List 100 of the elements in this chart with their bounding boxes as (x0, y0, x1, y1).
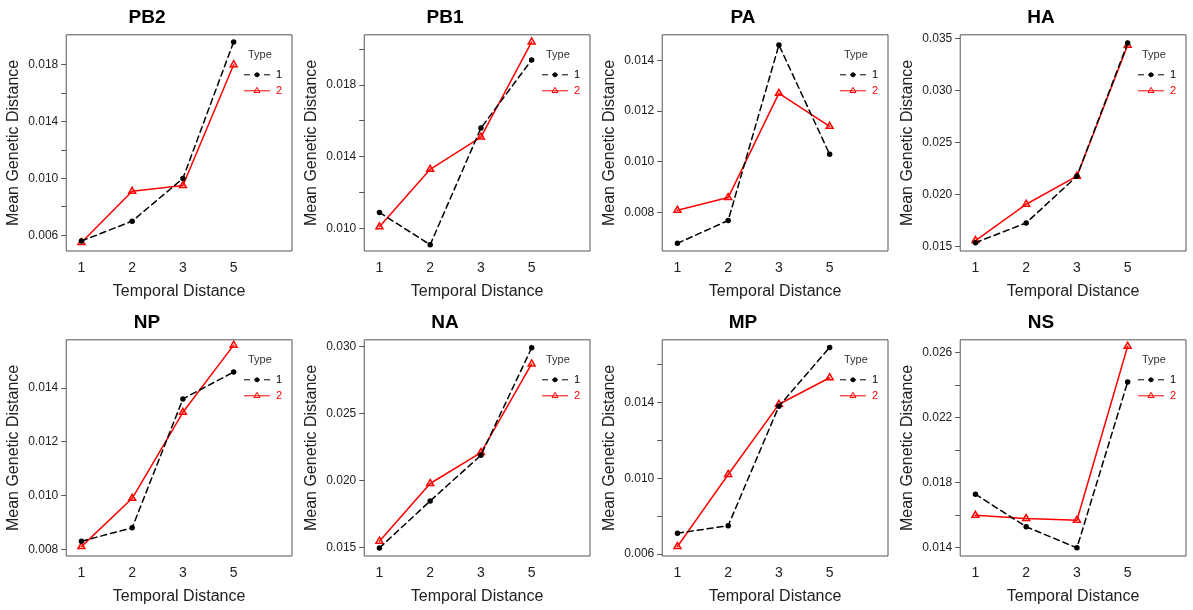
legend-label: 1 (872, 67, 879, 80)
x-tick-label: 3 (775, 259, 784, 276)
x-tick-label: 5 (825, 259, 834, 276)
y-tick-label: 0.008 (624, 205, 655, 220)
y-tick-label: 0.018 (326, 77, 357, 92)
y-tick-label: 0.008 (28, 541, 59, 556)
y-axis-title: Mean Genetic Distance (898, 364, 916, 532)
legend-title: Type (844, 352, 868, 365)
x-axis-title: Temporal Distance (1006, 586, 1140, 604)
chart-title: MP (728, 310, 758, 332)
chart-title: NA (431, 310, 459, 332)
y-tick-label: 0.006 (28, 227, 59, 242)
y-tick-label: 0.014 (624, 394, 655, 409)
y-tick-label: 0.020 (326, 473, 357, 488)
y-tick-label: 0.030 (326, 338, 357, 353)
legend-label: 2 (872, 83, 879, 96)
legend-title: Type (248, 47, 272, 60)
legend-label: 2 (574, 388, 581, 401)
legend-label: 2 (276, 388, 283, 401)
y-tick-label: 0.020 (922, 187, 953, 202)
x-tick-label: 2 (426, 564, 435, 581)
x-axis-title: Temporal Distance (1006, 281, 1140, 299)
y-tick-label: 0.010 (326, 220, 357, 235)
x-tick-label: 1 (971, 564, 980, 581)
x-tick-label: 3 (179, 259, 188, 276)
chart-title: PA (730, 5, 756, 27)
x-tick-label: 3 (1073, 564, 1082, 581)
legend-title: Type (248, 352, 272, 365)
legend-label: 1 (276, 372, 283, 385)
legend-label: 2 (276, 83, 283, 96)
x-axis-title: Temporal Distance (708, 281, 842, 299)
y-tick-label: 0.010 (28, 170, 59, 185)
x-axis-title: Temporal Distance (708, 586, 842, 604)
x-axis-title: Temporal Distance (112, 586, 246, 604)
y-axis-title: Mean Genetic Distance (4, 59, 22, 227)
y-axis-title: Mean Genetic Distance (302, 59, 320, 227)
x-tick-label: 1 (971, 259, 980, 276)
x-tick-label: 1 (375, 564, 384, 581)
legend-label: 1 (1170, 372, 1177, 385)
y-tick-label: 0.014 (326, 149, 357, 164)
y-tick-label: 0.010 (624, 470, 655, 485)
legend-title: Type (1142, 47, 1166, 60)
x-tick-label: 1 (673, 259, 682, 276)
legend-title: Type (546, 352, 570, 365)
y-tick-label: 0.010 (28, 487, 59, 502)
y-tick-label: 0.030 (922, 83, 953, 98)
y-tick-label: 0.014 (28, 380, 59, 395)
legend-label: 1 (276, 67, 283, 80)
legend-label: 1 (574, 67, 581, 80)
x-axis-title: Temporal Distance (112, 281, 246, 299)
x-tick-label: 5 (527, 259, 536, 276)
legend-label: 2 (1170, 388, 1177, 401)
x-tick-label: 2 (724, 564, 733, 581)
x-tick-label: 1 (375, 259, 384, 276)
y-tick-label: 0.014 (28, 113, 59, 128)
x-tick-label: 5 (825, 564, 834, 581)
legend-label: 2 (574, 83, 581, 96)
y-tick-label: 0.035 (922, 31, 953, 46)
legend-label: 1 (872, 372, 879, 385)
x-tick-label: 1 (673, 564, 682, 581)
y-tick-label: 0.014 (922, 540, 953, 555)
x-tick-label: 3 (1073, 259, 1082, 276)
y-tick-label: 0.025 (326, 405, 357, 420)
x-tick-label: 3 (477, 564, 486, 581)
y-tick-label: 0.025 (922, 135, 953, 150)
x-tick-label: 2 (1022, 564, 1031, 581)
y-tick-label: 0.012 (28, 434, 59, 449)
y-tick-label: 0.014 (624, 52, 655, 67)
chart-title: HA (1027, 5, 1055, 27)
y-tick-label: 0.018 (28, 56, 59, 71)
x-tick-label: 5 (527, 564, 536, 581)
y-axis-title: Mean Genetic Distance (302, 364, 320, 532)
x-tick-label: 2 (128, 259, 137, 276)
x-tick-label: 2 (724, 259, 733, 276)
y-tick-label: 0.015 (922, 239, 953, 254)
legend-label: 2 (1170, 83, 1177, 96)
legend-title: Type (1142, 352, 1166, 365)
legend-label: 1 (1170, 67, 1177, 80)
legend-title: Type (844, 47, 868, 60)
x-tick-label: 2 (1022, 259, 1031, 276)
x-tick-label: 5 (229, 564, 238, 581)
y-axis-title: Mean Genetic Distance (4, 364, 22, 532)
y-tick-label: 0.006 (624, 546, 655, 561)
x-tick-label: 1 (77, 564, 86, 581)
y-tick-label: 0.010 (624, 154, 655, 169)
x-tick-label: 1 (77, 259, 86, 276)
legend-title: Type (546, 47, 570, 60)
y-tick-label: 0.022 (922, 410, 953, 425)
y-tick-label: 0.012 (624, 103, 655, 118)
y-axis-title: Mean Genetic Distance (600, 364, 618, 532)
legend-label: 1 (574, 372, 581, 385)
chart-title: NS (1027, 310, 1055, 332)
x-tick-label: 3 (775, 564, 784, 581)
y-tick-label: 0.026 (922, 345, 953, 360)
x-tick-label: 5 (229, 259, 238, 276)
chart-title: NP (133, 310, 161, 332)
x-tick-label: 3 (477, 259, 486, 276)
x-axis-title: Temporal Distance (410, 281, 544, 299)
x-tick-label: 5 (1123, 259, 1132, 276)
x-tick-label: 2 (128, 564, 137, 581)
